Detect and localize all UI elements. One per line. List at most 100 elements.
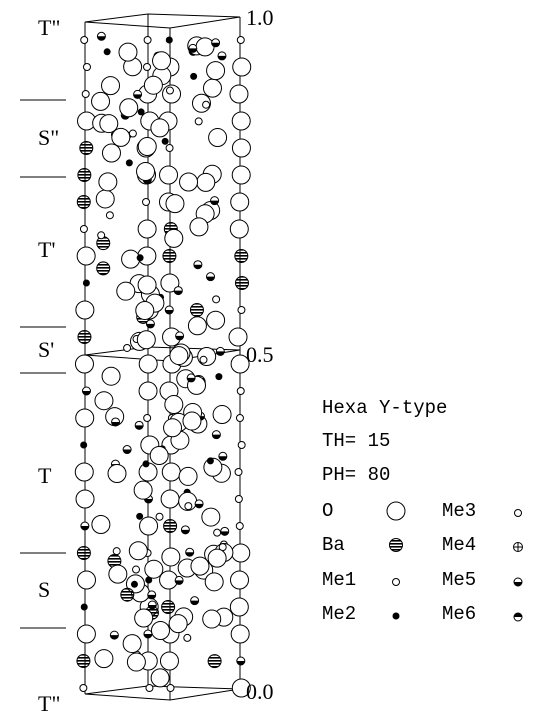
atom (130, 580, 138, 588)
atom (165, 144, 174, 152)
atom (187, 316, 207, 336)
atom (213, 528, 222, 537)
atom (208, 128, 228, 148)
atom (136, 512, 144, 520)
atom (235, 522, 244, 530)
atom (80, 603, 88, 611)
atom (159, 651, 179, 671)
atom (76, 624, 96, 644)
atom (74, 462, 94, 482)
atom (155, 512, 164, 521)
atom (206, 457, 214, 465)
atom (149, 445, 169, 465)
atom (118, 42, 138, 62)
atom (190, 72, 198, 80)
layer-label: T" (38, 15, 60, 40)
atom (228, 327, 248, 347)
atom (116, 281, 136, 301)
legend-label: Me1 (322, 569, 356, 591)
atom (206, 61, 226, 81)
atom (136, 330, 156, 350)
atom (161, 462, 181, 482)
legend-label: O (322, 500, 333, 522)
layer-label: S' (38, 337, 54, 362)
atom (230, 354, 250, 374)
atom (128, 129, 137, 138)
atom (120, 587, 135, 602)
atom (165, 36, 173, 44)
atom (234, 495, 243, 503)
atom (82, 63, 91, 71)
atom (143, 414, 152, 422)
atom (230, 570, 250, 590)
atom (231, 138, 251, 158)
atom (135, 300, 155, 320)
layer-label: T' (38, 237, 55, 262)
atom (122, 634, 142, 654)
atom (237, 306, 246, 314)
atom (189, 303, 204, 318)
atom (74, 354, 94, 374)
atom (134, 608, 154, 628)
atom (133, 89, 143, 99)
atom (81, 90, 90, 98)
atom (164, 395, 184, 415)
legend-label: Me5 (442, 569, 476, 591)
atom (139, 516, 159, 536)
atom (182, 411, 202, 431)
atom (236, 36, 245, 44)
atom (91, 91, 111, 111)
atom (137, 108, 145, 116)
atom (229, 597, 249, 617)
atom (150, 668, 170, 688)
atom (76, 570, 96, 590)
atom (163, 418, 183, 438)
atom (138, 381, 158, 401)
layer-markers: T" S" T' S' T S T" (20, 15, 66, 716)
atom (164, 305, 174, 315)
atom (144, 559, 164, 579)
atom (143, 629, 153, 639)
atom (77, 168, 92, 182)
atom (235, 414, 244, 422)
atom (76, 654, 91, 668)
atom (234, 249, 249, 263)
legend-symbol (513, 542, 523, 552)
atom (94, 649, 114, 669)
atom (217, 51, 227, 61)
atom (190, 596, 200, 606)
atom (185, 547, 195, 557)
atom (236, 387, 245, 395)
atom (136, 161, 156, 181)
atom (107, 464, 127, 484)
atom (232, 57, 252, 77)
layer-label: S (38, 577, 50, 602)
atom (231, 165, 251, 185)
atom (207, 654, 222, 669)
legend: Hexa Y-type TH= 15 PH= 80 O Me3 Ba Me4 M… (322, 397, 523, 625)
atom (143, 36, 152, 44)
atom (98, 172, 118, 192)
atom (184, 502, 193, 511)
atom (210, 196, 220, 206)
atom (194, 499, 204, 509)
atom (207, 548, 227, 568)
atom (202, 100, 211, 109)
atom (168, 614, 188, 634)
atom (97, 231, 106, 240)
legend-label: Me3 (442, 500, 476, 522)
atom (75, 489, 95, 509)
atom (160, 489, 180, 509)
atom (111, 127, 131, 147)
atom (230, 624, 250, 644)
atom (230, 192, 250, 212)
atom (179, 172, 199, 192)
scale-label: 0.5 (246, 342, 274, 367)
atom (75, 408, 95, 428)
atom (79, 225, 88, 233)
atom (137, 219, 157, 239)
atom (161, 137, 169, 145)
legend-symbol (389, 538, 403, 552)
atom (162, 249, 177, 263)
atom (169, 346, 189, 366)
